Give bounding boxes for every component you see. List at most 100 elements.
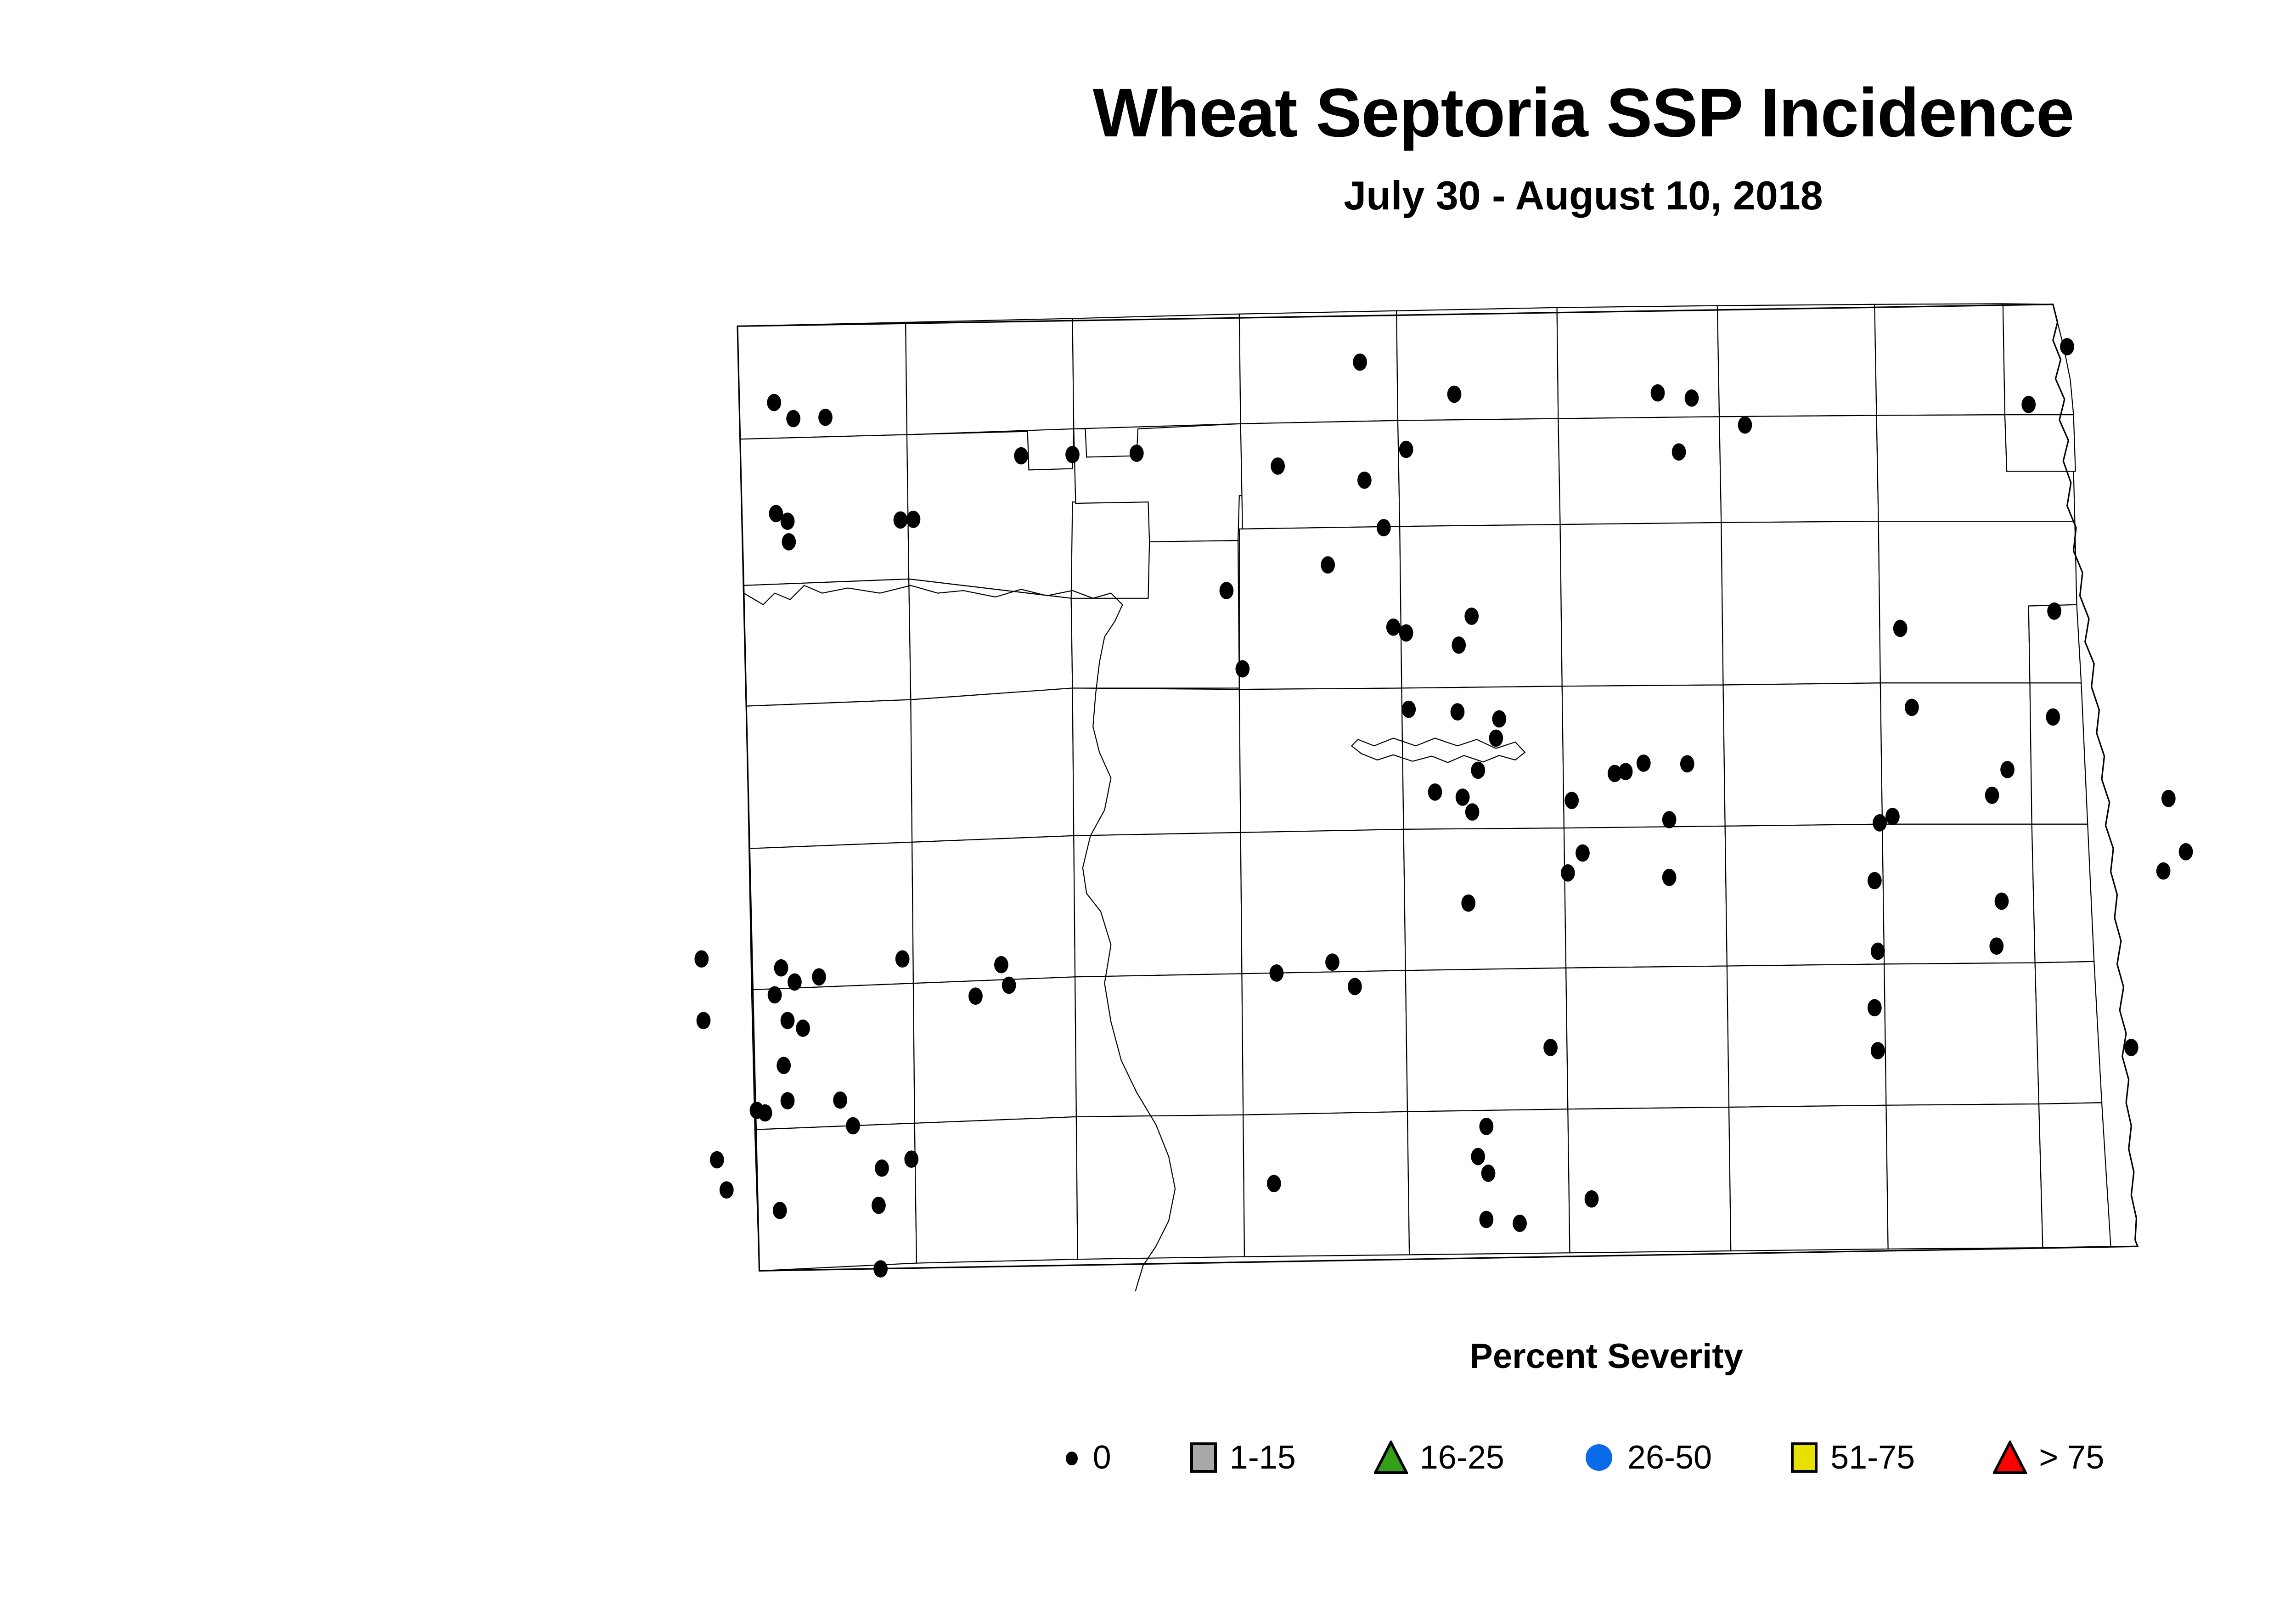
sample-point[interactable] [1399,624,1413,642]
sample-point[interactable] [1269,964,1284,982]
sample-point[interactable] [696,1012,711,1030]
sample-point[interactable] [780,1012,795,1030]
sample-point[interactable] [875,1159,889,1177]
sample-point[interactable] [1873,814,1887,832]
sample-point[interactable] [1452,636,1466,654]
sample-point[interactable] [2021,395,2036,413]
sample-point[interactable] [1129,445,1144,462]
sample-point[interactable] [1219,582,1234,599]
sample-point[interactable] [1870,1042,1885,1059]
sample-point[interactable] [1348,978,1362,996]
sample-point[interactable] [1479,1118,1494,1135]
sample-point[interactable] [1904,698,1919,716]
sample-point[interactable] [777,1057,791,1075]
sample-point[interactable] [1684,389,1699,407]
sample-point[interactable] [774,959,788,977]
sample-point[interactable] [1636,754,1651,772]
sample-point[interactable] [1386,618,1401,636]
sample-point[interactable] [782,533,796,551]
sample-point[interactable] [1461,894,1476,912]
sample-point[interactable] [1266,1175,1281,1193]
sample-point[interactable] [1885,808,1900,825]
map-canvas[interactable] [634,303,2268,1304]
sample-point[interactable] [780,512,795,530]
sample-point[interactable] [769,505,783,523]
sample-point[interactable] [1576,844,1590,862]
sample-point[interactable] [1464,608,1479,625]
sample-point[interactable] [2046,708,2060,726]
sample-point[interactable] [872,1196,886,1214]
sample-point[interactable] [2060,338,2074,355]
sample-point[interactable] [2047,602,2061,620]
sample-point[interactable] [1489,729,1503,747]
sample-point[interactable] [1465,803,1480,821]
sample-point[interactable] [780,1092,795,1109]
sample-point[interactable] [1607,765,1622,782]
sample-point[interactable] [1662,811,1677,828]
sample-point[interactable] [1235,660,1250,678]
legend-item[interactable]: > 75 [1993,1441,2104,1475]
sample-point[interactable] [1985,786,1999,804]
sample-point[interactable] [786,410,800,428]
legend-item[interactable]: 1-15 [1189,1441,1296,1474]
sample-point[interactable] [1471,1148,1486,1165]
sample-point[interactable] [1650,384,1665,402]
sample-point[interactable] [994,956,1008,974]
sample-point[interactable] [1376,519,1391,536]
sample-point[interactable] [709,1151,724,1169]
sample-point[interactable] [1428,783,1442,801]
sample-point[interactable] [1325,953,1339,971]
sample-point[interactable] [1492,710,1507,728]
sample-point[interactable] [1447,385,1462,403]
sample-point[interactable] [1321,556,1335,574]
sample-point[interactable] [812,968,826,986]
legend-item[interactable]: 51-75 [1790,1441,1915,1474]
sample-point[interactable] [1893,619,1908,637]
sample-point[interactable] [788,973,802,991]
sample-point[interactable] [1450,703,1465,721]
sample-point[interactable] [1738,416,1752,434]
sample-point[interactable] [1870,942,1885,960]
legend-item[interactable]: 0 [1063,1441,1111,1474]
sample-point[interactable] [1399,440,1413,458]
sample-point[interactable] [796,1019,810,1037]
sample-point[interactable] [1353,353,1367,371]
sample-point[interactable] [1662,868,1677,886]
sample-point[interactable] [833,1091,848,1109]
legend-item[interactable]: 16-25 [1373,1441,1504,1475]
sample-point[interactable] [1671,443,1686,461]
sample-point[interactable] [895,950,910,968]
sample-point[interactable] [719,1181,734,1199]
sample-point[interactable] [694,950,709,968]
sample-point[interactable] [2178,843,2193,861]
sample-point[interactable] [1584,1190,1599,1208]
sample-point[interactable] [772,1202,787,1219]
sample-point[interactable] [1989,937,2004,955]
sample-point[interactable] [2000,761,2015,778]
sample-point[interactable] [767,394,782,411]
sample-point[interactable] [1471,761,1486,779]
sample-point[interactable] [1994,892,2009,910]
sample-point[interactable] [906,511,921,528]
sample-point[interactable] [1357,471,1372,489]
sample-point[interactable] [1867,872,1882,889]
sample-point[interactable] [846,1117,860,1135]
sample-point[interactable] [873,1260,888,1278]
sample-point[interactable] [904,1150,919,1168]
sample-point[interactable] [1455,788,1470,806]
sample-point[interactable] [1271,457,1285,475]
sample-points-layer[interactable] [694,338,2193,1278]
north-dakota-county-map[interactable] [634,303,2268,1304]
sample-point[interactable] [1564,792,1579,809]
sample-point[interactable] [1065,445,1080,463]
sample-point[interactable] [1401,700,1416,718]
sample-point[interactable] [1513,1215,1527,1232]
sample-point[interactable] [758,1104,772,1122]
sample-point[interactable] [1560,864,1575,882]
sample-point[interactable] [1680,755,1694,773]
sample-point[interactable] [818,408,833,426]
sample-point[interactable] [1479,1210,1494,1228]
sample-point[interactable] [1481,1165,1496,1182]
sample-point[interactable] [968,987,983,1005]
sample-point[interactable] [2156,862,2171,880]
